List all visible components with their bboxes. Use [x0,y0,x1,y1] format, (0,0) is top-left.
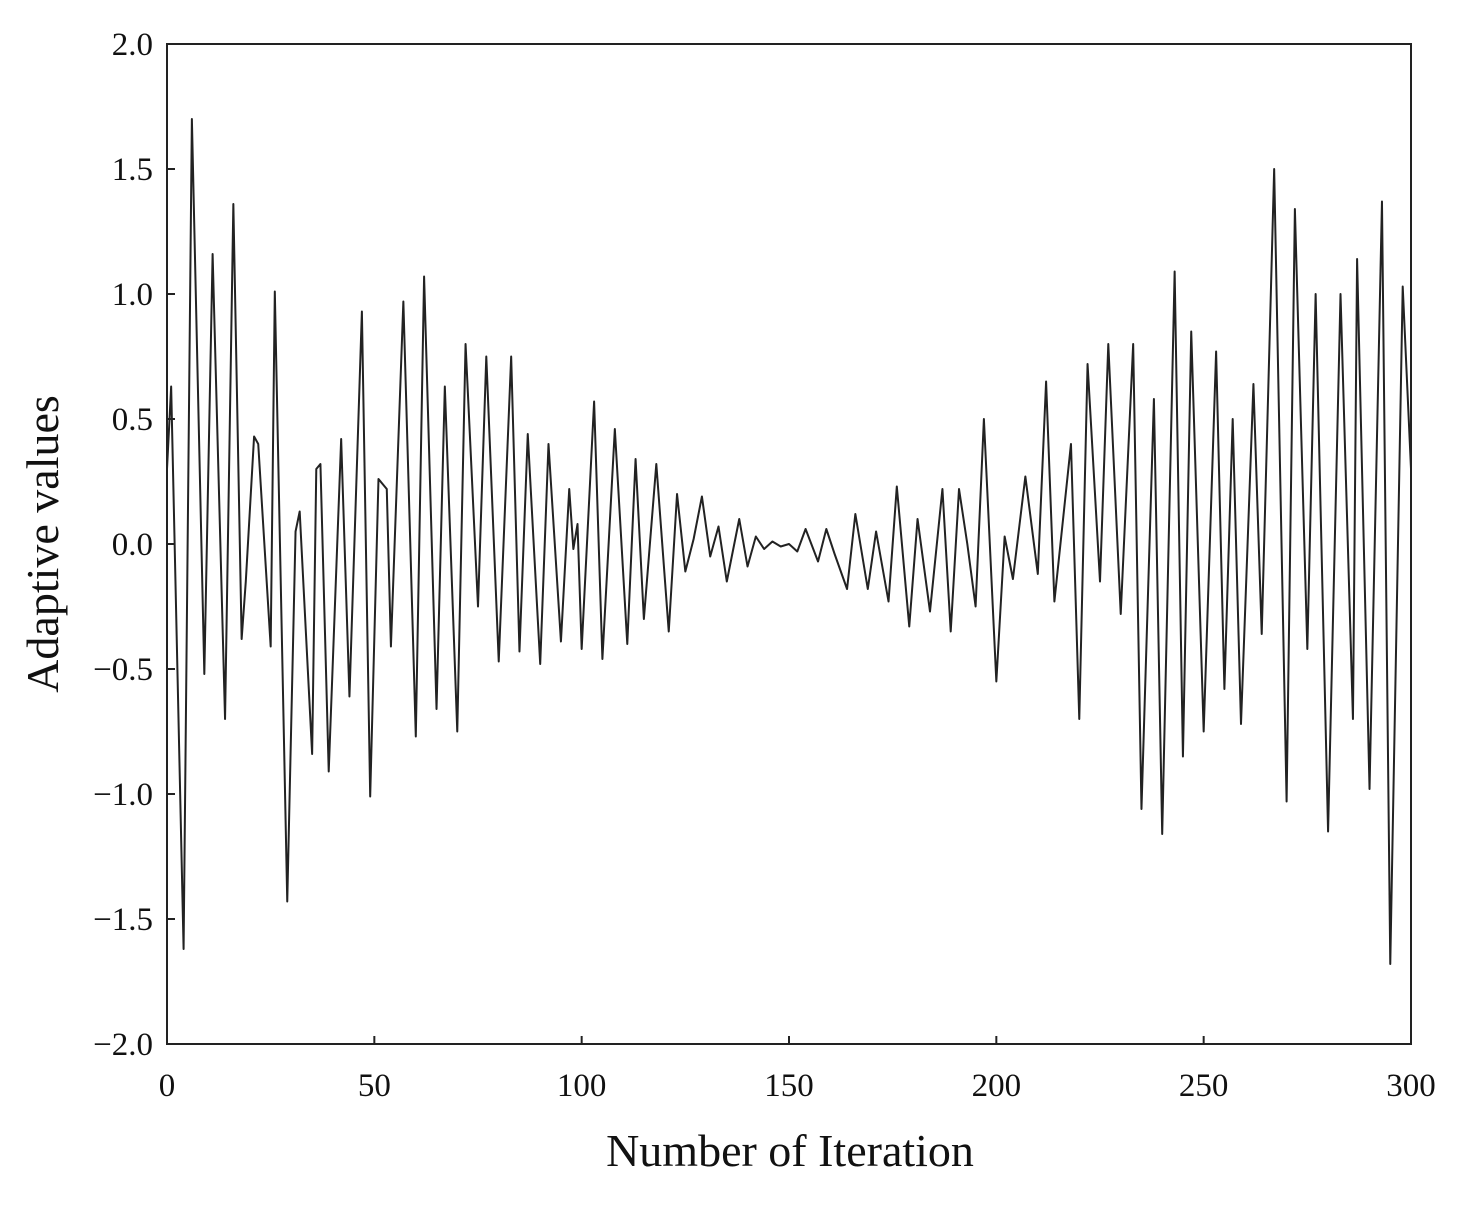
x-tick-label: 0 [159,1068,176,1104]
y-tick-label: −0.5 [93,652,153,688]
x-tick-label: 300 [1386,1068,1436,1104]
x-tick-label: 250 [1179,1068,1229,1104]
y-tick-label: 1.5 [112,152,153,188]
x-tick-label: 150 [764,1068,814,1104]
y-tick-label: −1.0 [93,777,153,813]
y-tick-label: 1.0 [112,277,153,313]
y-tick-label: 0.5 [112,402,153,438]
x-tick-label: 200 [972,1068,1022,1104]
data-line [166,118,1412,965]
x-tick-label: 100 [557,1068,607,1104]
y-tick-label: 2.0 [112,27,153,63]
x-tick-label: 50 [358,1068,391,1104]
y-tick-label: −1.5 [93,902,153,938]
x-axis-label: Number of Iteration [606,1125,974,1176]
y-tick-label: −2.0 [93,1027,153,1063]
y-tick-label: 0.0 [112,527,153,563]
y-axis-label: Adaptive values [17,395,68,693]
